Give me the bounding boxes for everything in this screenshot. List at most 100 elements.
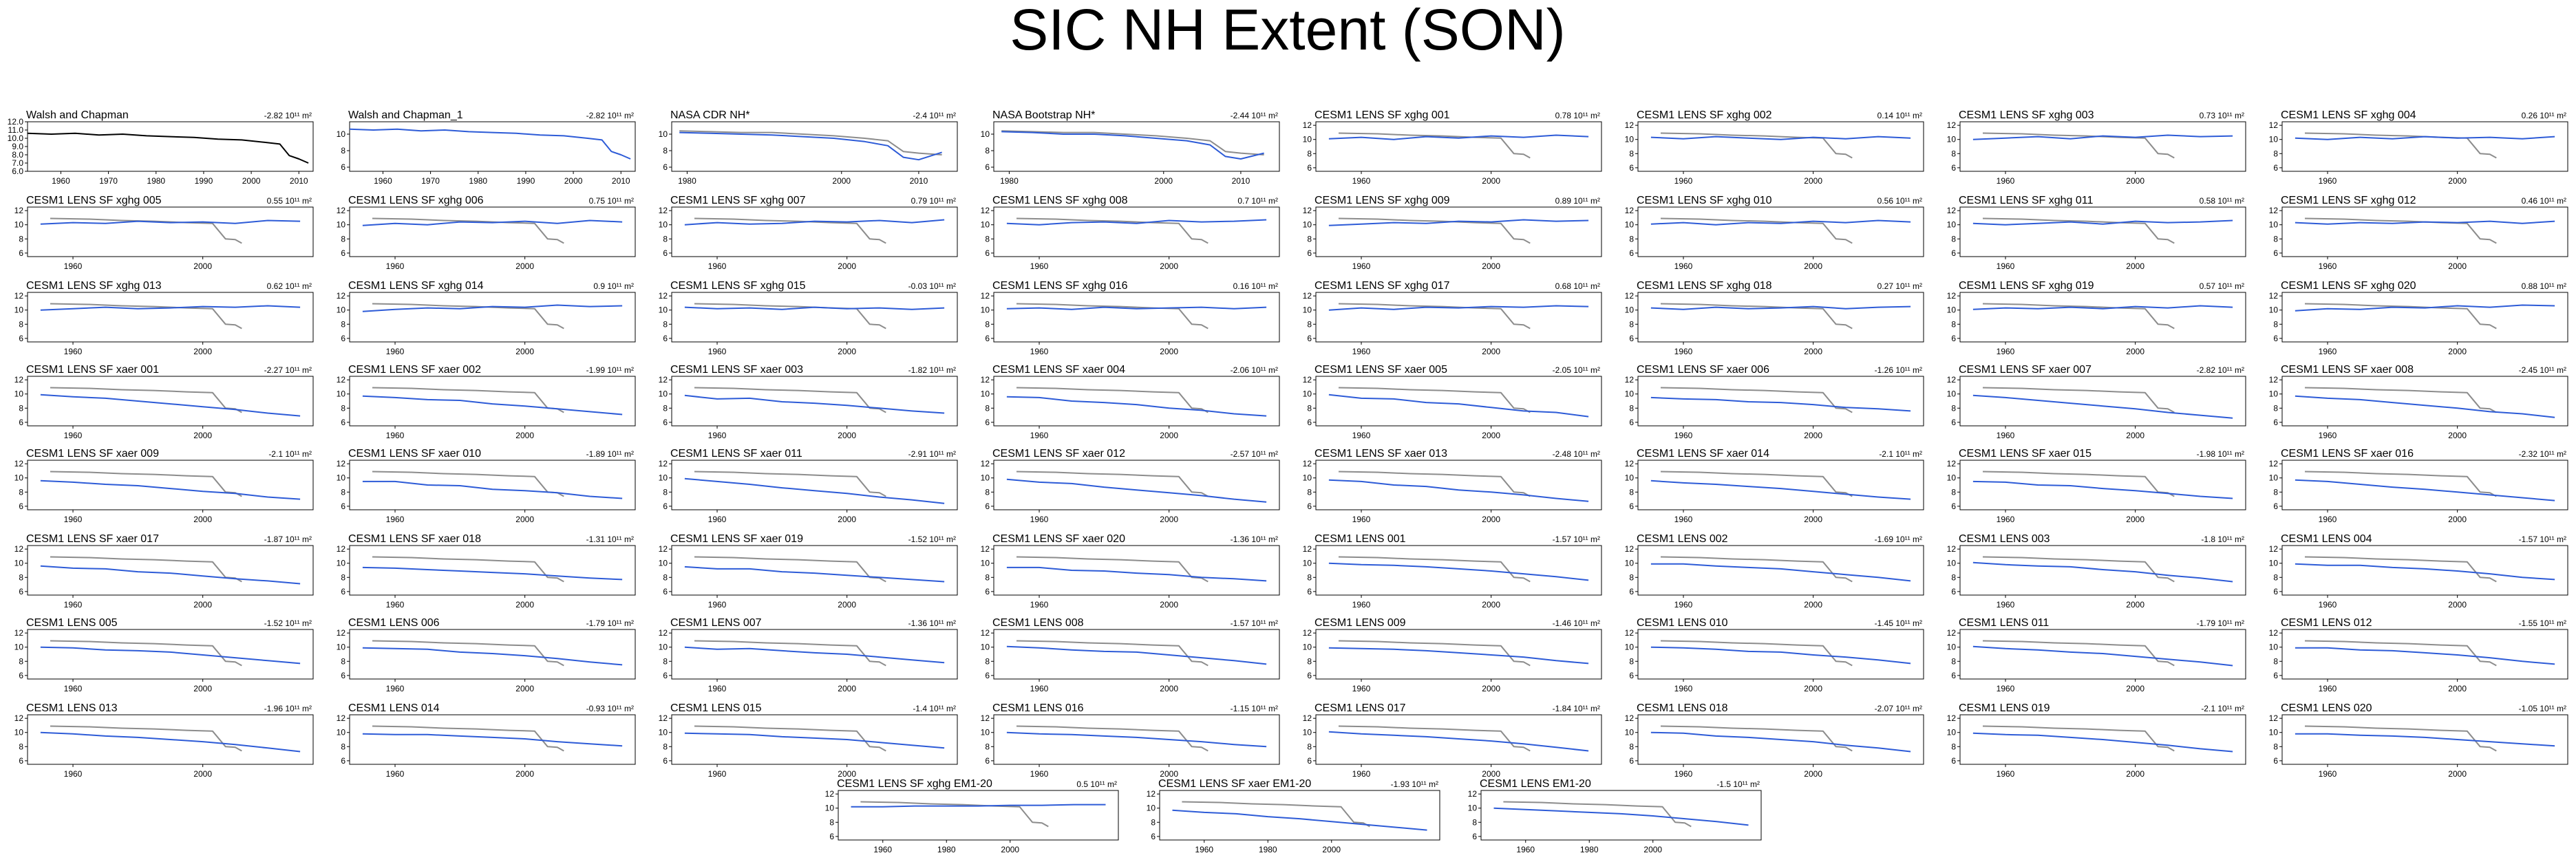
y-tick-label: 10 [337, 129, 346, 139]
x-tick-label: 2000 [1482, 769, 1500, 779]
panel-title: CESM1 LENS SF xaer 017 [26, 533, 159, 545]
x-tick-label: 2000 [1160, 347, 1178, 356]
series-line [349, 128, 631, 160]
y-tick-label: 10 [1947, 305, 1957, 315]
trend-label: -1.31 10¹¹ m² [586, 535, 634, 544]
y-tick-label: 6 [1307, 671, 1312, 680]
panel-title: CESM1 LENS SF xghg EM1-20 [837, 778, 992, 790]
panel-title: CESM1 LENS 018 [1637, 702, 1728, 714]
y-tick-label: 6 [1629, 756, 1634, 766]
panel: CESM1 LENS SF xghg 002 0.14 10¹¹ m² 6 8 10 12… [1625, 109, 1924, 186]
panel: CESM1 LENS SF xaer 019 -1.52 10¹¹ m² 6 8 10 1… [659, 533, 958, 610]
y-tick-label: 6 [341, 418, 345, 427]
y-tick-label: 8 [1629, 656, 1634, 666]
y-tick-label: 6 [829, 832, 834, 841]
series-line [1338, 471, 1531, 497]
trend-label: -2.82 10¹¹ m² [2197, 365, 2244, 375]
x-tick-label: 1960 [2319, 431, 2337, 440]
y-tick-label: 6 [1307, 587, 1312, 596]
y-tick-label: 11.0 [8, 125, 24, 135]
trend-label: -1.55 10¹¹ m² [2519, 618, 2566, 628]
series-line [2295, 647, 2555, 665]
plot-frame [27, 292, 314, 343]
plot-frame [27, 121, 314, 172]
x-tick-label: 2000 [838, 600, 856, 610]
panel: CESM1 LENS SF xaer 011 -2.91 10¹¹ m² 6 8 10 1… [659, 448, 958, 524]
y-tick-label: 6 [1307, 248, 1312, 258]
series-line [694, 303, 886, 330]
trend-label: -0.93 10¹¹ m² [586, 704, 634, 713]
y-tick-label: 12 [659, 206, 668, 215]
panel-title: CESM1 LENS SF xghg 008 [992, 195, 1128, 206]
y-tick-label: 10 [1147, 804, 1156, 813]
plot-frame [993, 714, 1280, 765]
series-line [372, 640, 564, 667]
x-tick-label: 1960 [1352, 515, 1371, 524]
panel-title: CESM1 LENS SF xghg 006 [348, 195, 484, 206]
series-line [1338, 387, 1531, 413]
series-line [1328, 647, 1589, 665]
y-tick-label: 12 [981, 713, 990, 723]
panel-title: CESM1 LENS 013 [26, 702, 118, 714]
y-tick-label: 9.0 [12, 142, 23, 151]
series-line [694, 640, 886, 667]
plot-frame [349, 629, 636, 680]
y-tick-label: 8 [1629, 487, 1634, 497]
y-tick-label: 8 [1307, 234, 1312, 244]
plot-frame [1637, 292, 1924, 343]
y-tick-label: 12 [1947, 459, 1957, 468]
plot-frame [1637, 629, 1924, 680]
series-line [1016, 471, 1209, 497]
y-tick-label: 10 [1625, 389, 1635, 399]
x-tick-label: 1960 [1352, 261, 1371, 271]
y-tick-label: 12 [1303, 544, 1312, 554]
y-tick-label: 10 [981, 220, 990, 230]
series-line [362, 219, 623, 226]
panel-title: CESM1 LENS SF xaer 009 [26, 448, 159, 460]
y-tick-label: 10 [1947, 643, 1957, 652]
y-tick-label: 12 [1625, 120, 1635, 130]
y-tick-label: 6 [1951, 671, 1956, 680]
y-tick-label: 12 [1625, 459, 1635, 468]
y-tick-label: 8 [1307, 572, 1312, 582]
trend-label: -1.05 10¹¹ m² [2519, 704, 2566, 713]
series-line [1328, 562, 1589, 581]
y-tick-label: 8 [341, 234, 345, 244]
panel: CESM1 LENS SF xghg 019 0.57 10¹¹ m² 6 8 10 12… [1947, 280, 2246, 356]
y-tick-label: 8 [19, 487, 23, 497]
y-tick-label: 12 [2269, 375, 2279, 385]
series-line [1650, 731, 1911, 753]
series-line [684, 732, 945, 749]
figure-title: SIC NH Extent (SON) [1010, 0, 1565, 62]
y-tick-label: 6 [985, 671, 990, 680]
x-tick-label: 1970 [99, 176, 118, 186]
y-tick-label: 10 [659, 643, 668, 652]
x-tick-label: 1980 [1000, 176, 1019, 186]
series-line [50, 640, 242, 667]
panel-title: CESM1 LENS SF xaer 013 [1314, 448, 1447, 460]
plot-frame [1637, 376, 1924, 427]
x-tick-label: 1960 [1997, 515, 2015, 524]
x-tick-label: 2000 [838, 431, 856, 440]
y-tick-label: 8 [19, 234, 23, 244]
y-tick-label: 8 [985, 572, 990, 582]
series-line [1972, 134, 2233, 140]
plot-frame [671, 121, 958, 172]
panel: CESM1 LENS SF xaer 012 -2.57 10¹¹ m² 6 8 10 1… [981, 448, 1280, 524]
y-tick-label: 12 [337, 375, 346, 385]
y-tick-label: 10 [1625, 728, 1635, 737]
y-tick-label: 12 [337, 206, 346, 215]
series-line [1650, 563, 1911, 582]
x-tick-label: 1960 [1674, 600, 1693, 610]
y-tick-label: 8 [663, 487, 668, 497]
panel: NASA CDR NH* -2.4 10¹¹ m² 6 8 10 1980 2000 2010 [659, 109, 958, 186]
trend-label: -1.89 10¹¹ m² [586, 449, 634, 459]
x-tick-label: 1960 [1997, 347, 2015, 356]
y-tick-label: 8 [663, 403, 668, 413]
x-tick-label: 1990 [195, 176, 213, 186]
x-tick-label: 2000 [1482, 515, 1500, 524]
y-tick-label: 10 [659, 305, 668, 315]
panel: CESM1 LENS SF xaer 009 -2.1 10¹¹ m² 6 8 10 12… [14, 448, 314, 524]
x-tick-label: 1960 [708, 684, 727, 693]
panel-title: CESM1 LENS 010 [1637, 617, 1728, 629]
